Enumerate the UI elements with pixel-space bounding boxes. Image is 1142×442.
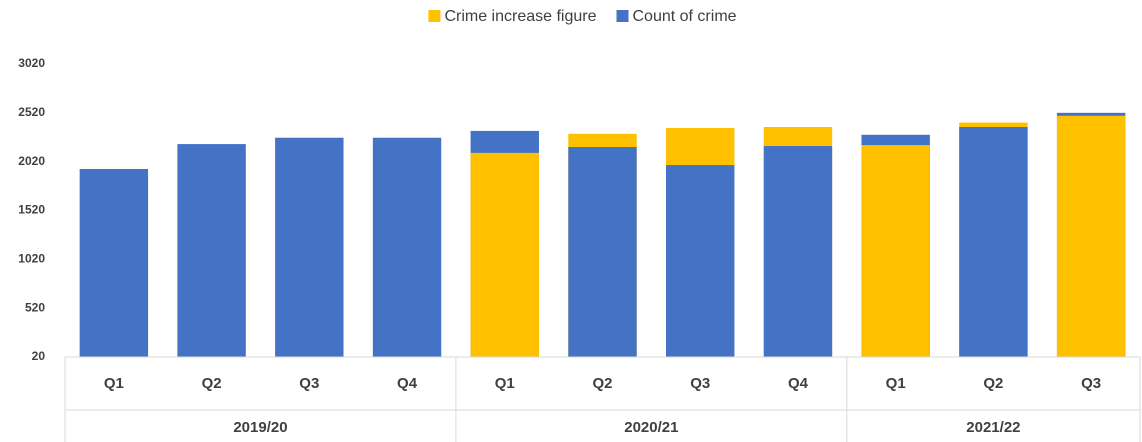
- bar: [763, 146, 833, 357]
- group-label: 2020/21: [624, 419, 678, 436]
- legend-swatch: [616, 10, 629, 22]
- x-tick-label: Q1: [886, 375, 906, 392]
- legend-swatch: [428, 10, 441, 22]
- y-tick-label: 2520: [18, 105, 45, 119]
- bar: [79, 168, 149, 357]
- x-tick-label: Q2: [983, 375, 1003, 392]
- x-tick-label: Q3: [299, 375, 319, 392]
- bar: [861, 145, 930, 357]
- bar: [470, 152, 539, 357]
- y-tick-label: 1520: [18, 203, 45, 217]
- group-label: 2019/20: [233, 419, 287, 436]
- y-tick-label: 2020: [18, 154, 45, 168]
- x-tick-label: Q1: [104, 375, 124, 392]
- legend-label: Crime increase figure: [444, 8, 596, 25]
- y-tick-label: 20: [32, 349, 46, 363]
- x-tick-label: Q2: [202, 375, 222, 392]
- legend-label: Count of crime: [633, 8, 737, 25]
- x-tick-label: Q3: [690, 375, 710, 392]
- bar: [372, 137, 442, 357]
- x-tick-label: Q1: [495, 375, 515, 392]
- bar: [666, 165, 735, 357]
- bar: [177, 144, 246, 357]
- x-tick-label: Q4: [397, 375, 418, 392]
- x-tick-label: Q2: [592, 375, 612, 392]
- x-tick-label: Q3: [1081, 375, 1101, 392]
- y-tick-label: 520: [25, 300, 45, 314]
- bar: [959, 126, 1028, 358]
- bar: [568, 147, 637, 357]
- y-tick-label: 3020: [18, 56, 45, 70]
- group-label: 2021/22: [966, 419, 1020, 436]
- bar: [1056, 115, 1126, 357]
- x-tick-label: Q4: [788, 375, 809, 392]
- bar: [275, 137, 344, 357]
- y-tick-label: 1020: [18, 252, 45, 266]
